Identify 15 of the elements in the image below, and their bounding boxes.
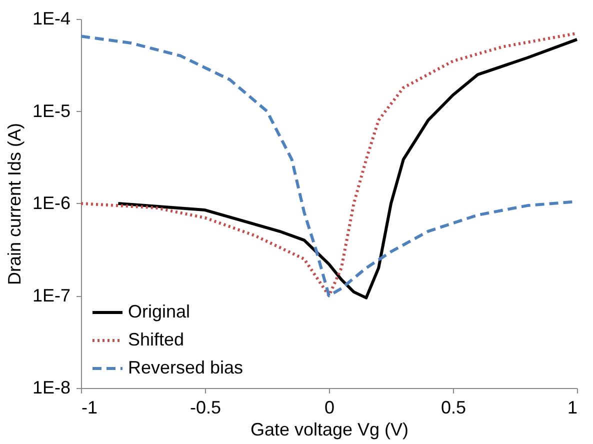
y-axis-title: Drain current Ids (A)	[4, 122, 24, 286]
legend-label: Original	[128, 302, 190, 322]
x-axis-title: Gate voltage Vg (V)	[250, 420, 409, 440]
x-tick-label: -1	[82, 398, 98, 418]
x-tick-label: 0	[324, 398, 335, 418]
x-tick-label: 1	[567, 398, 578, 418]
y-tick-label: 1E-7	[32, 285, 70, 306]
y-tick-label: 1E-8	[32, 378, 70, 398]
x-tick-label: 0.5	[440, 398, 466, 418]
y-tick-label: 1E-5	[32, 100, 70, 121]
legend-label: Reversed bias	[128, 358, 244, 378]
y-tick-label: 1E-4	[32, 8, 70, 28]
y-tick-label: 1E-6	[32, 193, 70, 213]
x-tick-label: -0.5	[190, 398, 222, 418]
legend-label: Shifted	[128, 330, 184, 350]
